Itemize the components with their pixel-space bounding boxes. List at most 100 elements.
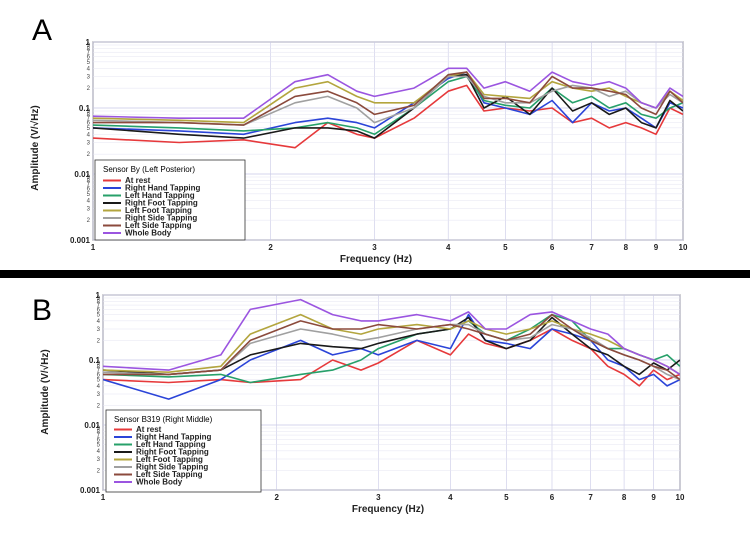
panel-a-ytick-minor: 6: [87, 187, 91, 193]
panel-a-xtick-2: 2: [268, 243, 273, 252]
panel-a-xtick-3: 3: [372, 243, 377, 252]
panel-a-ytick-minor: 9: [87, 175, 91, 181]
panel-a-ytick-minor: 5: [87, 126, 91, 132]
panel-b-series-whole-body: [103, 298, 680, 376]
panel-b-series-group: [103, 298, 680, 400]
panel-b-xtick-7: 7: [588, 493, 593, 502]
panel-a-ytick-minor: 8: [87, 112, 91, 118]
panel-b-ytick-minor: 7: [97, 303, 101, 309]
panel-a-xtick-8: 8: [624, 243, 629, 252]
panel-a-ytick-0: 0.001: [70, 236, 91, 245]
panel-b-xlabel: Frequency (Hz): [352, 504, 424, 515]
panel-a-xtick-7: 7: [589, 243, 594, 252]
panel-b-xtick-8: 8: [622, 493, 627, 502]
panel-a-ytick-minor: 5: [87, 192, 91, 198]
panel-a-ytick-minor: 6: [87, 55, 91, 61]
panel-a-ytick-minor: 3: [87, 75, 91, 81]
panel-b-ytick-minor: 9: [97, 361, 101, 367]
panel-b-xtick-3: 3: [376, 493, 381, 502]
panel-b-xtick-4: 4: [448, 493, 453, 502]
panel-a-xtick-9: 9: [654, 243, 659, 252]
panel-b-ytick-minor: 5: [97, 443, 101, 449]
panel-a-series-right-foot-tapping: [93, 73, 683, 139]
panel-a-legend-label-3: Right Foot Tapping: [125, 199, 198, 208]
panel-b-xtick-9: 9: [651, 493, 656, 502]
panel-b-ytick-minor: 8: [97, 429, 101, 435]
panel-b-ytick-minor: 4: [97, 449, 101, 455]
panel-b-xtick-6: 6: [550, 493, 555, 502]
panel-b-letter: B: [32, 294, 52, 327]
panel-b-ytick-minor: 2: [97, 338, 101, 344]
panel-a-legend-label-5: Right Side Tapping: [125, 214, 197, 223]
panel-a-series-group: [93, 67, 683, 149]
panel-a-series-left-foot-tapping: [93, 71, 683, 124]
panel-separator: [0, 270, 750, 278]
panel-a-ytick-minor: 2: [87, 152, 91, 158]
panel-a-ytick-2: 0.1: [79, 104, 91, 113]
panel-b-legend-label-0: At rest: [136, 425, 162, 434]
panel-a-ytick-minor: 4: [87, 66, 91, 72]
panel-b-ytick-minor: 5: [97, 378, 101, 384]
panel-b-xtick-5: 5: [504, 493, 509, 502]
panel-a-legend-label-2: Left Hand Tapping: [125, 191, 195, 200]
panel-a-legend-label-6: Left Side Tapping: [125, 221, 192, 230]
panel-a-xtick-5: 5: [503, 243, 508, 252]
panel-b-ytick-0: 0.001: [80, 486, 101, 495]
panel-b-ytick-minor: 4: [97, 319, 101, 325]
panel-a-ytick-minor: 7: [87, 50, 91, 56]
panel-a-ytick-minor: 4: [87, 132, 91, 138]
panel-b-legend-label-1: Right Hand Tapping: [136, 433, 212, 442]
panel-b-ytick-minor: 3: [97, 327, 101, 333]
panel-a-xtick-4: 4: [446, 243, 451, 252]
panel-a-ytick-minor: 9: [87, 109, 91, 115]
panel-a-series-whole-body: [93, 67, 683, 119]
panel-b-legend-label-5: Right Side Tapping: [136, 463, 208, 472]
panel-a-xtick-1: 1: [91, 243, 96, 252]
panel-b-ytick-minor: 3: [97, 392, 101, 398]
panel-a-legend-label-7: Whole Body: [125, 229, 172, 238]
panel-b-xtick-10: 10: [676, 493, 685, 502]
panel-b-ytick-minor: 6: [97, 307, 101, 313]
panel-a-ytick-minor: 3: [87, 141, 91, 147]
panel-b-ytick-minor: 5: [97, 313, 101, 319]
panel-b-ytick-minor: 3: [97, 457, 101, 463]
panel-b-series-left-side-tapping: [103, 313, 680, 381]
panel-a-series-left-side-tapping: [93, 71, 683, 126]
panel-b-series-at-rest: [103, 328, 680, 387]
panel-b-ytick-minor: 2: [97, 468, 101, 474]
panel-b-legend-label-3: Right Foot Tapping: [136, 448, 209, 457]
panel-b-ytick-minor: 7: [97, 368, 101, 374]
panel-a-ylabel: Amplitude (V/√Hz): [30, 105, 41, 190]
panel-a-series-right-side-tapping: [93, 75, 683, 126]
panel-b-ytick-minor: 2: [97, 403, 101, 409]
panel-a-xtick-6: 6: [550, 243, 555, 252]
panel-b-ytick-minor: 8: [97, 364, 101, 370]
panel-a-ytick-minor: 3: [87, 207, 91, 213]
panel-a-letter: A: [32, 14, 52, 47]
panel-b-legend-label-2: Left Hand Tapping: [136, 440, 206, 449]
panel-a-ytick-minor: 2: [87, 218, 91, 224]
panel-b-xtick-1: 1: [101, 493, 106, 502]
panel-b-legend-title: Sensor B319 (Right Middle): [114, 415, 213, 424]
panel-b-ylabel: Amplitude (V/√Hz): [40, 349, 51, 434]
panel-a-ytick-minor: 9: [87, 43, 91, 49]
panel-b-ytick-minor: 8: [97, 299, 101, 305]
panel-b-ytick-minor: 6: [97, 372, 101, 378]
panel-b-ytick-1: 0.01: [84, 421, 100, 430]
panel-a-xlabel: Frequency (Hz): [340, 254, 412, 265]
panel-a-ytick-minor: 8: [87, 178, 91, 184]
panel-b-series-right-foot-tapping: [103, 316, 680, 376]
panel-b-xtick-2: 2: [274, 493, 279, 502]
panel-b-ytick-minor: 9: [97, 296, 101, 302]
panel-a-ytick-minor: 6: [87, 121, 91, 127]
panel-a-ytick-1: 0.01: [74, 170, 90, 179]
panel-b-ytick-minor: 6: [97, 437, 101, 443]
panel-b-ytick-minor: 4: [97, 384, 101, 390]
panel-b-ytick-3: 1: [96, 291, 101, 300]
panel-a-legend-label-0: At rest: [125, 176, 151, 185]
